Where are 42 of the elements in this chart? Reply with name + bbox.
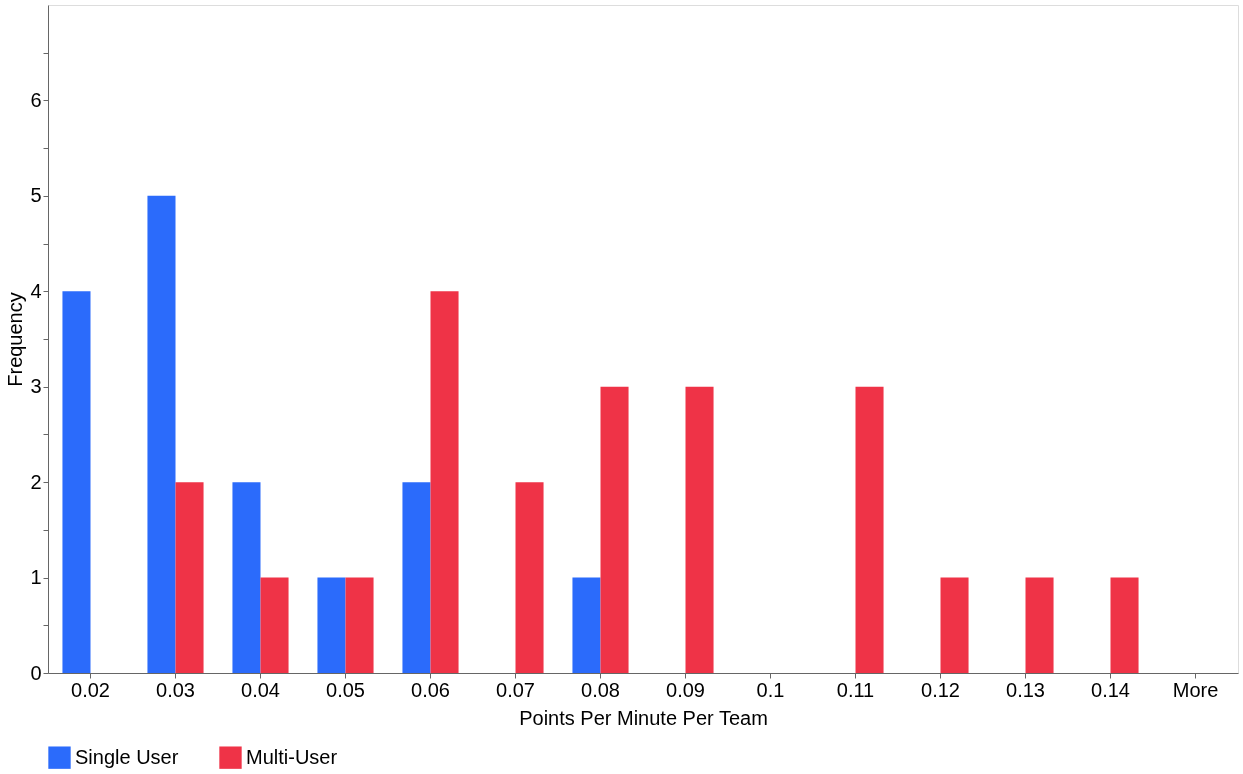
y-tick-label: 0 xyxy=(30,661,42,684)
x-axis-title: Points Per Minute Per Team xyxy=(519,706,768,729)
bar xyxy=(855,386,884,673)
bar xyxy=(260,577,289,673)
bar xyxy=(515,482,544,673)
legend-label: Multi-User xyxy=(246,745,338,768)
bar xyxy=(317,577,346,673)
y-tick-label: 1 xyxy=(30,566,42,589)
x-tick-label: 0.08 xyxy=(581,678,620,701)
x-tick-label: 0.06 xyxy=(411,678,450,701)
legend-label: Single User xyxy=(75,745,179,768)
x-tick-label: 0.12 xyxy=(921,678,960,701)
bar xyxy=(232,482,261,673)
x-tick-label: 0.13 xyxy=(1006,678,1045,701)
bar xyxy=(345,577,374,673)
bar xyxy=(685,386,714,673)
x-tick-label: 0.11 xyxy=(836,678,875,701)
y-tick-label: 3 xyxy=(30,375,42,398)
y-axis-title: Frequency xyxy=(4,292,27,387)
bar xyxy=(62,291,91,673)
y-tick-label: 5 xyxy=(30,184,42,207)
bar xyxy=(430,291,459,673)
y-tick-label: 2 xyxy=(30,470,42,493)
bar xyxy=(572,577,601,673)
x-tick-label: 0.1 xyxy=(756,678,785,701)
bar xyxy=(600,386,629,673)
x-tick-label: 0.07 xyxy=(496,678,535,701)
y-tick-label: 6 xyxy=(30,88,42,111)
bar xyxy=(1025,577,1054,673)
bar xyxy=(1110,577,1139,673)
x-tick-label: 0.02 xyxy=(71,678,110,701)
bar xyxy=(940,577,969,673)
x-tick-label: 0.09 xyxy=(666,678,705,701)
x-tick-label: 0.05 xyxy=(326,678,365,701)
x-tick-label: More xyxy=(1172,678,1219,701)
x-tick-label: 0.03 xyxy=(156,678,195,701)
y-tick-label: 4 xyxy=(30,279,42,302)
bar xyxy=(147,195,176,673)
x-tick-label: 0.14 xyxy=(1091,678,1130,701)
bar xyxy=(175,482,204,673)
x-tick-label: 0.04 xyxy=(241,678,280,701)
bar xyxy=(402,482,431,673)
